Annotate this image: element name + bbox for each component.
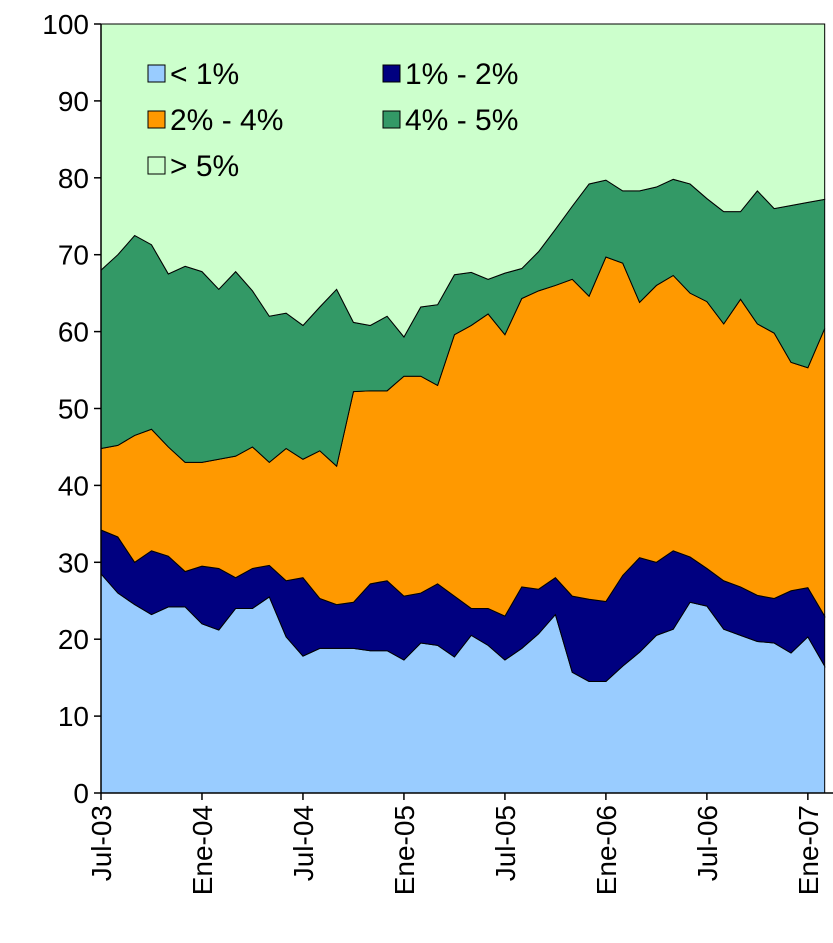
- legend-swatch: [382, 110, 401, 129]
- y-tick-label: 10: [58, 701, 89, 732]
- x-tick-label: Ene-07: [793, 805, 824, 895]
- y-tick-label: 100: [42, 9, 89, 40]
- legend-swatch: [147, 156, 166, 175]
- legend-swatch: [382, 64, 401, 83]
- y-tick-label: 90: [58, 86, 89, 117]
- y-tick-label: 40: [58, 470, 89, 501]
- y-tick-label: 0: [73, 778, 89, 809]
- y-tick-label: 80: [58, 163, 89, 194]
- legend-label: 2% - 4%: [170, 104, 283, 137]
- legend-label: 1% - 2%: [405, 58, 518, 91]
- legend-label: 4% - 5%: [405, 104, 518, 137]
- legend-label: > 5%: [170, 150, 239, 183]
- y-tick-label: 20: [58, 624, 89, 655]
- y-tick-label: 60: [58, 317, 89, 348]
- legend-swatch: [147, 110, 166, 129]
- x-tick-label: Ene-04: [187, 805, 218, 895]
- y-tick-label: 30: [58, 547, 89, 578]
- y-tick-label: 50: [58, 394, 89, 425]
- legend-label: < 1%: [170, 58, 239, 91]
- x-tick-label: Jul-04: [288, 805, 319, 881]
- legend-swatch: [147, 64, 166, 83]
- x-tick-label: Jul-05: [490, 805, 521, 881]
- x-tick-label: Ene-06: [591, 805, 622, 895]
- area: [100, 23, 826, 338]
- x-tick-label: Jul-06: [692, 805, 723, 881]
- y-tick-label: 70: [58, 240, 89, 271]
- x-tick-label: Jul-03: [86, 805, 117, 881]
- x-tick-label: Ene-05: [389, 805, 420, 895]
